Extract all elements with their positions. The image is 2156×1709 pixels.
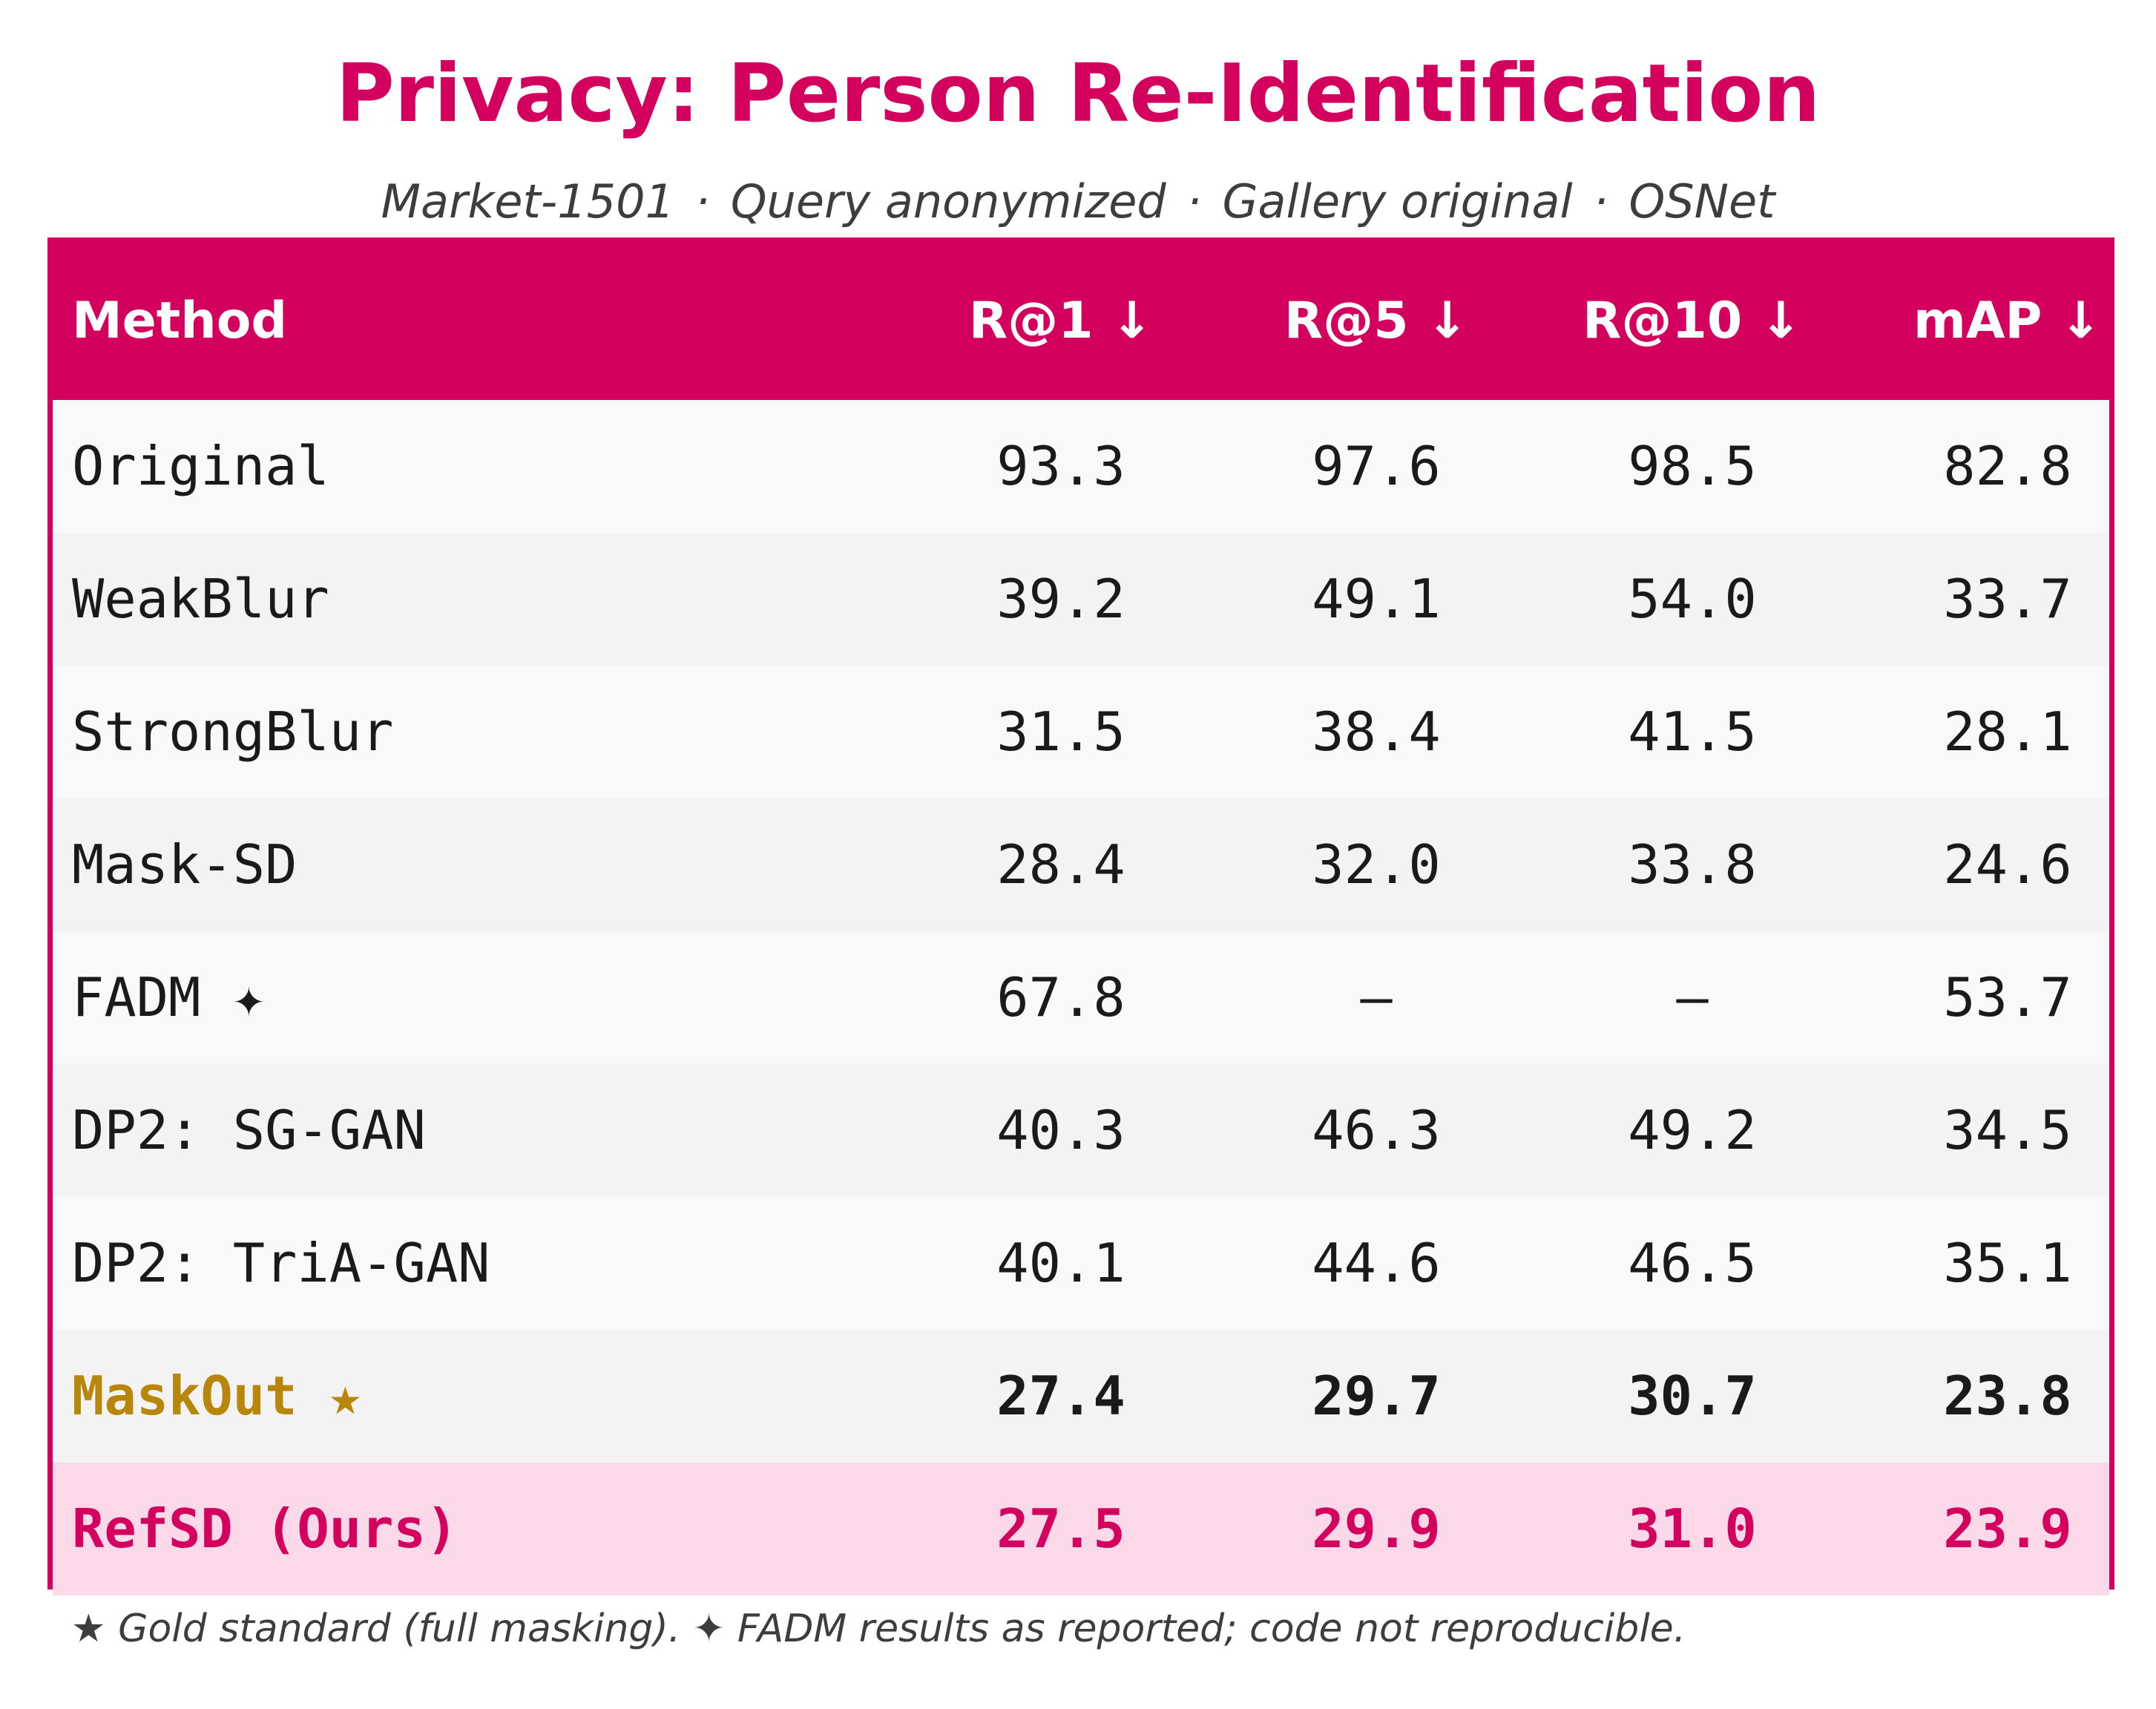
value-cell: 40.3 bbox=[996, 1099, 1125, 1161]
chart-subtitle: Market-1501 · Query anonymized · Gallery ori… bbox=[0, 172, 2156, 232]
value-cell: 53.7 bbox=[1943, 966, 2072, 1029]
value-cell: 33.8 bbox=[1628, 833, 1757, 896]
value-cell: 23.9 bbox=[1943, 1498, 2072, 1560]
column-header-map: mAP ↓ bbox=[1913, 292, 2102, 350]
table-row: WeakBlur 39.2 49.1 54.0 33.7 bbox=[53, 533, 2109, 666]
value-cell: 97.6 bbox=[1312, 435, 1441, 497]
column-header-method: Method bbox=[72, 292, 288, 350]
method-cell: DP2: TriA-GAN bbox=[72, 1232, 490, 1294]
value-cell: 34.5 bbox=[1943, 1099, 2072, 1161]
subtitle-query: Query anonymized bbox=[730, 174, 1166, 229]
value-cell: 28.4 bbox=[996, 833, 1125, 896]
value-cell: 29.9 bbox=[1312, 1498, 1441, 1560]
method-cell: Mask-SD bbox=[72, 833, 298, 896]
method-cell: MaskOut ★ bbox=[72, 1365, 362, 1427]
method-cell: Original bbox=[72, 435, 329, 497]
table-row: DP2: SG-GAN 40.3 46.3 49.2 34.5 bbox=[53, 1064, 2109, 1197]
column-header-r1: R@1 ↓ bbox=[968, 292, 1154, 350]
value-cell: 35.1 bbox=[1943, 1232, 2072, 1294]
table-row: Mask-SD 28.4 32.0 33.8 24.6 bbox=[53, 798, 2109, 931]
value-cell: 40.1 bbox=[996, 1232, 1125, 1294]
value-cell: 93.3 bbox=[996, 435, 1125, 497]
value-cell: 23.8 bbox=[1943, 1365, 2072, 1427]
value-cell: 98.5 bbox=[1628, 435, 1757, 497]
value-cell: 49.2 bbox=[1628, 1099, 1757, 1161]
method-cell: RefSD (Ours) bbox=[72, 1498, 459, 1560]
value-cell: 67.8 bbox=[996, 966, 1125, 1029]
table-row: StrongBlur 31.5 38.4 41.5 28.1 bbox=[53, 666, 2109, 798]
table-row: Original 93.3 97.6 98.5 82.8 bbox=[53, 400, 2109, 533]
value-cell: 82.8 bbox=[1943, 435, 2072, 497]
subtitle-separator: · bbox=[1593, 174, 1608, 229]
value-cell: 24.6 bbox=[1943, 833, 2072, 896]
value-cell: 31.5 bbox=[996, 701, 1125, 763]
value-cell: 38.4 bbox=[1312, 701, 1441, 763]
value-cell: 46.5 bbox=[1628, 1232, 1757, 1294]
value-cell: 27.4 bbox=[996, 1365, 1125, 1427]
subtitle-gallery: Gallery original bbox=[1222, 174, 1573, 229]
value-cell: 46.3 bbox=[1312, 1099, 1441, 1161]
value-cell: 29.7 bbox=[1312, 1365, 1441, 1427]
value-cell: 32.0 bbox=[1312, 833, 1441, 896]
footnote: ★ Gold standard (full masking). ✦ FADM r… bbox=[71, 1607, 1686, 1651]
value-cell: 30.7 bbox=[1628, 1365, 1757, 1427]
value-cell: – bbox=[1360, 966, 1393, 1029]
method-cell: WeakBlur bbox=[72, 568, 329, 630]
value-cell: 28.1 bbox=[1943, 701, 2072, 763]
table-row: DP2: TriA-GAN 40.1 44.6 46.5 35.1 bbox=[53, 1197, 2109, 1330]
table-row: FADM ✦ 67.8 – – 53.7 bbox=[53, 931, 2109, 1064]
method-cell: FADM ✦ bbox=[72, 966, 266, 1029]
method-cell: DP2: SG-GAN bbox=[72, 1099, 426, 1161]
subtitle-dataset: Market-1501 bbox=[381, 174, 675, 229]
results-table: Method R@1 ↓ R@5 ↓ R@10 ↓ mAP ↓ Original… bbox=[47, 237, 2114, 1595]
method-cell: StrongBlur bbox=[72, 701, 394, 763]
table-row: MaskOut ★ 27.4 29.7 30.7 23.8 bbox=[53, 1330, 2109, 1463]
subtitle-model: OSNet bbox=[1628, 174, 1775, 229]
column-header-r5: R@5 ↓ bbox=[1284, 292, 1469, 350]
value-cell: 27.5 bbox=[996, 1498, 1125, 1560]
value-cell: 39.2 bbox=[996, 568, 1125, 630]
value-cell: 49.1 bbox=[1312, 568, 1441, 630]
column-header-r10: R@10 ↓ bbox=[1583, 292, 1802, 350]
value-cell: 54.0 bbox=[1628, 568, 1757, 630]
value-cell: 31.0 bbox=[1628, 1498, 1757, 1560]
table-row: RefSD (Ours) 27.5 29.9 31.0 23.9 bbox=[53, 1463, 2109, 1595]
subtitle-separator: · bbox=[1186, 174, 1202, 229]
value-cell: 41.5 bbox=[1628, 701, 1757, 763]
value-cell: 44.6 bbox=[1312, 1232, 1441, 1294]
value-cell: – bbox=[1676, 966, 1709, 1029]
value-cell: 33.7 bbox=[1943, 568, 2072, 630]
chart-title: Privacy: Person Re-Identification bbox=[335, 47, 1821, 140]
table-header: Method R@1 ↓ R@5 ↓ R@10 ↓ mAP ↓ bbox=[53, 243, 2109, 400]
subtitle-separator: · bbox=[695, 174, 710, 229]
